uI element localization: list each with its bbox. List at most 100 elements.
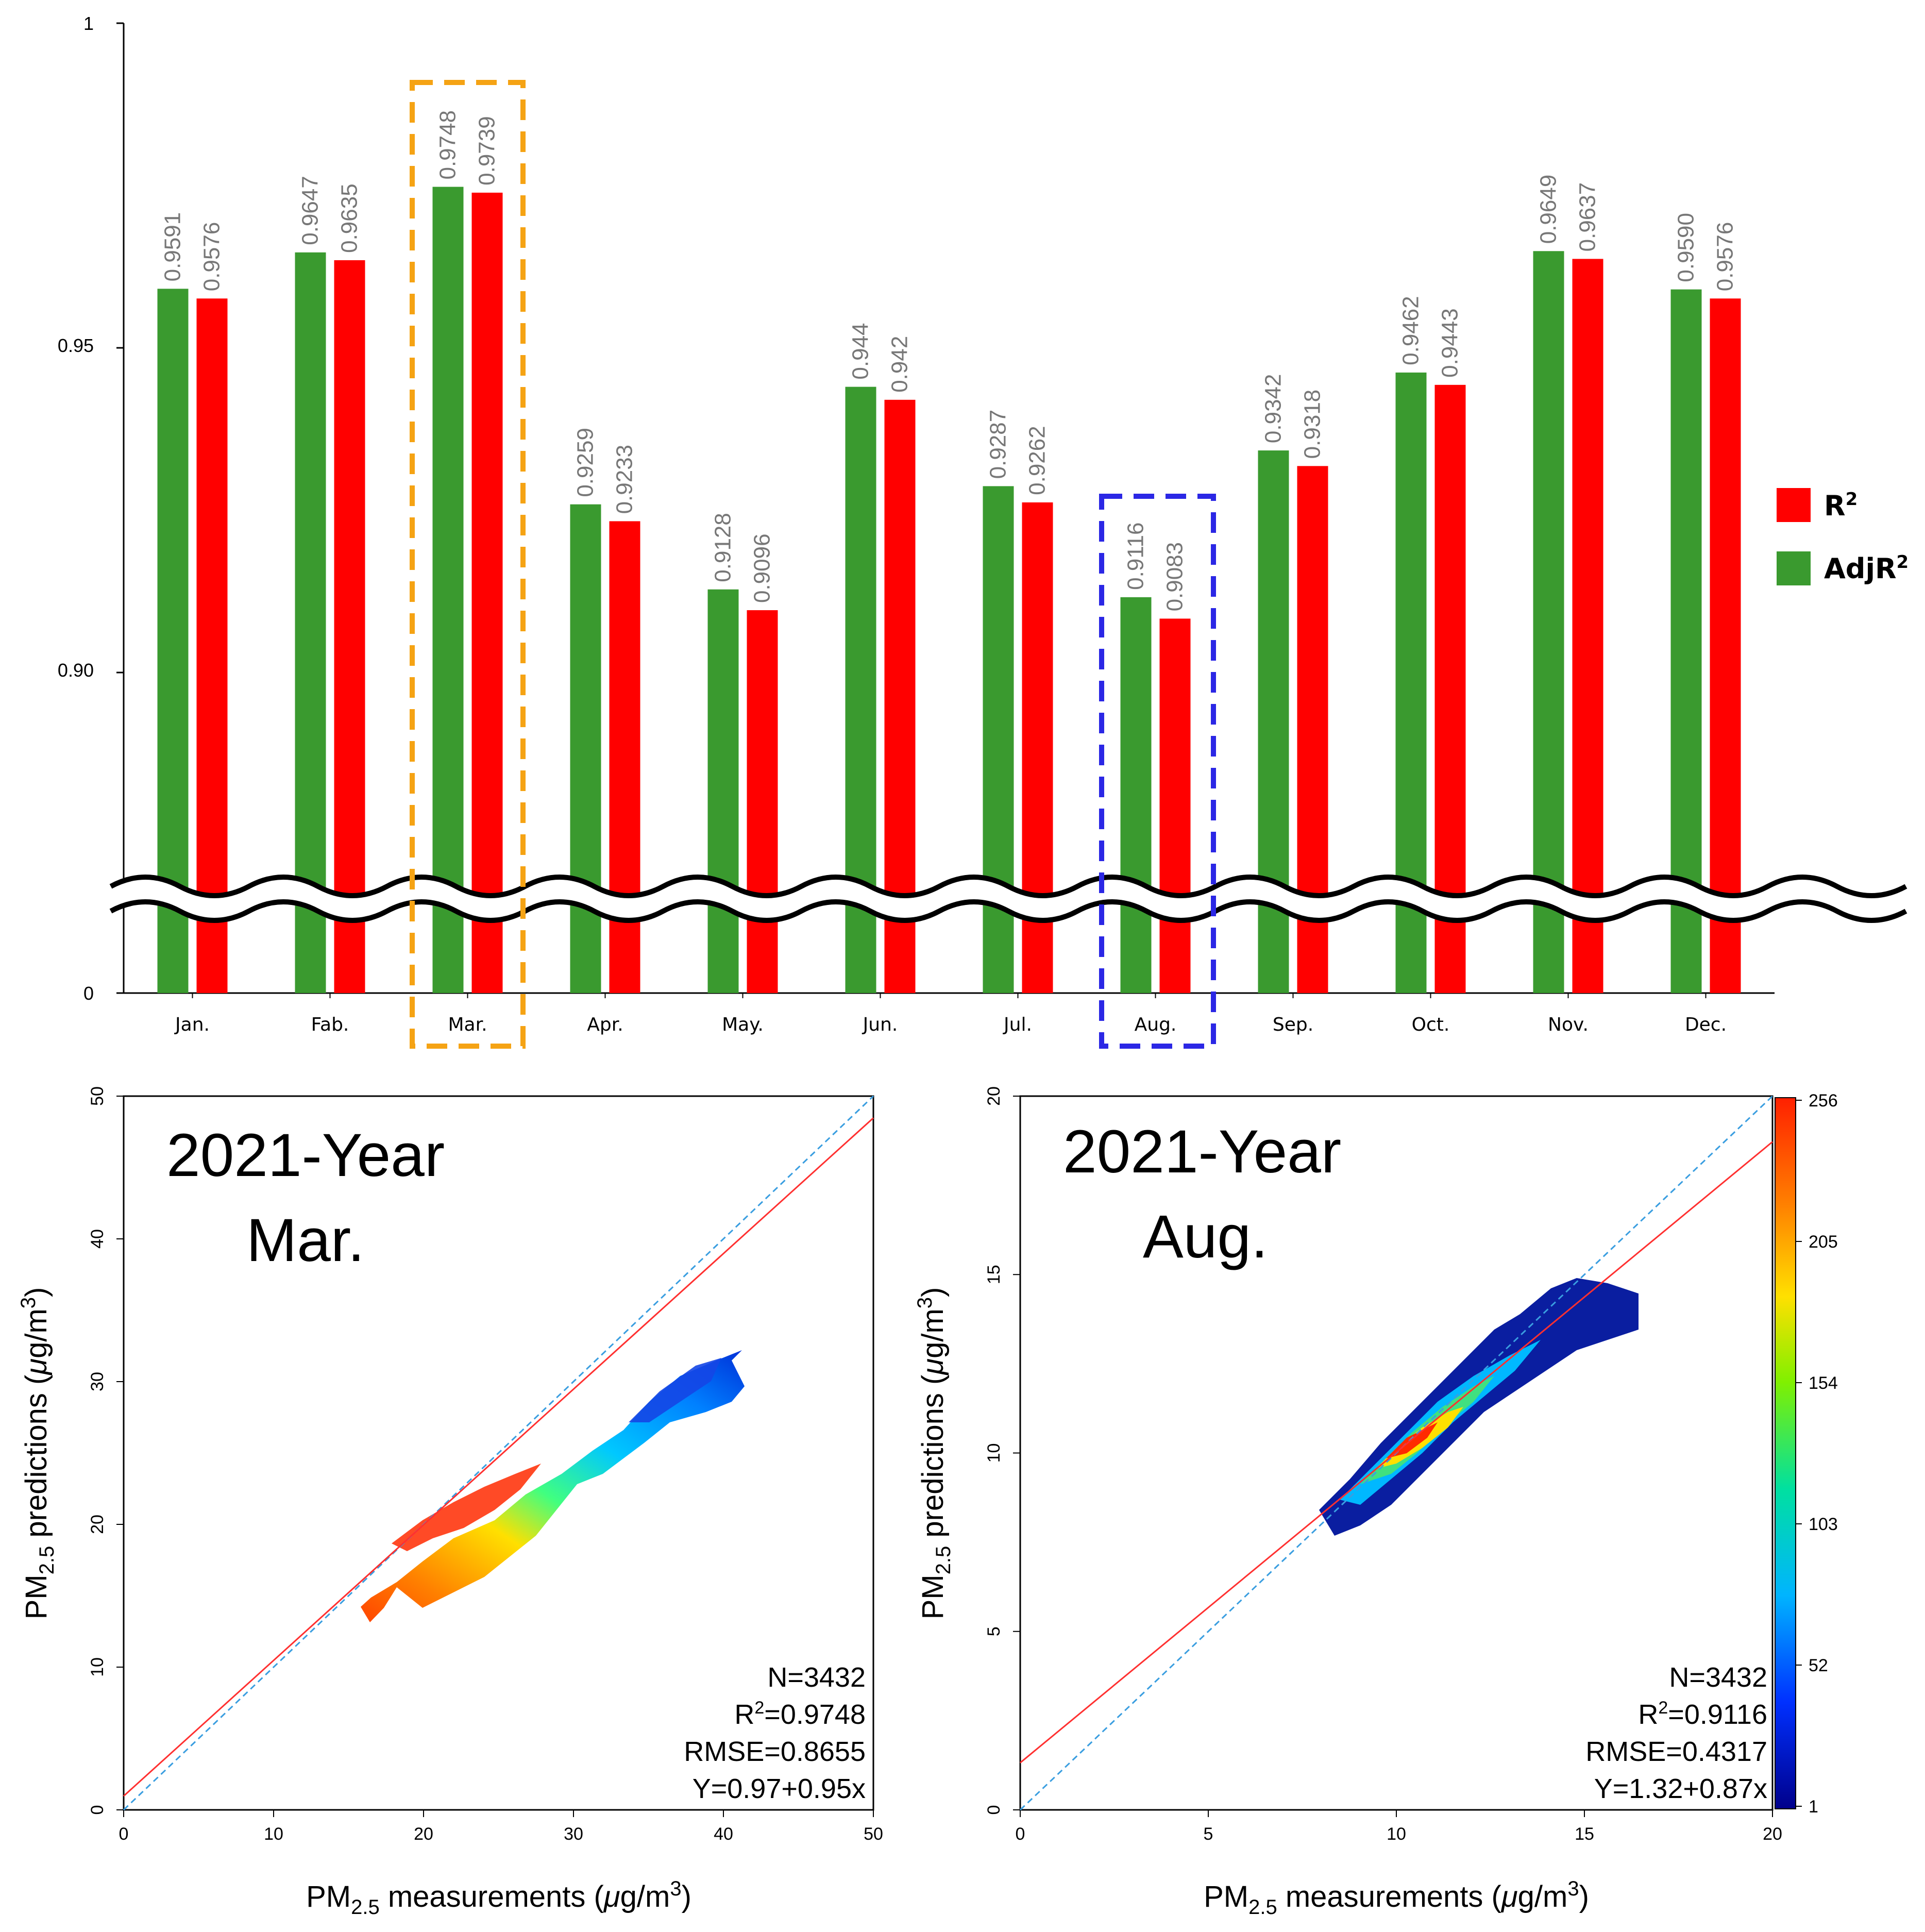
x-tick-label: Aug.: [1135, 1014, 1177, 1035]
x-tick-label: 30: [564, 1824, 583, 1844]
x-tick-label: Dec.: [1685, 1014, 1727, 1035]
x-tick-label: Jun.: [862, 1014, 898, 1035]
x-tick-label: Jan.: [174, 1014, 210, 1035]
stat-equation: Y=0.97+0.95x: [693, 1773, 866, 1804]
fit-line: [123, 1117, 874, 1797]
y-tick-label: 20: [984, 1086, 1004, 1106]
data-label: 0.944: [848, 323, 873, 379]
data-label: 0.9576: [199, 222, 225, 292]
data-label: 0.9262: [1025, 426, 1050, 495]
y-tick-label: 10: [88, 1657, 107, 1677]
x-tick-label: 10: [264, 1824, 283, 1844]
x-tick-label: 50: [864, 1824, 883, 1844]
x-axis-label: PM2.5 measurements (μg/m3): [1204, 1877, 1589, 1919]
y-tick-label: 40: [88, 1229, 107, 1249]
reference-line: [123, 1095, 874, 1811]
fit-line: [1020, 1141, 1773, 1763]
data-label: 0.9287: [986, 410, 1011, 479]
stat-r2: R2=0.9116: [1638, 1698, 1767, 1730]
y-axis-label: PM2.5 predictions (μg/m3): [17, 1287, 58, 1620]
data-label: 0.9128: [711, 513, 736, 582]
x-tick-label: 20: [1763, 1824, 1782, 1844]
x-tick-label: Jul.: [1003, 1014, 1032, 1035]
y-tick-label: 10: [984, 1443, 1004, 1463]
bar-r2-mar: [471, 192, 503, 993]
data-label: 0.9462: [1398, 296, 1424, 365]
bar-adjr2-aug: [1120, 597, 1152, 993]
y-tick-label: 1: [83, 13, 94, 34]
x-tick-label: Oct.: [1412, 1014, 1450, 1035]
bar-r2-fab: [334, 260, 365, 993]
legend-swatch-adjr2: [1777, 551, 1811, 585]
x-tick-label: 20: [414, 1824, 433, 1844]
colorbar-tick-label: 103: [1809, 1515, 1838, 1534]
bar-r2-nov: [1572, 259, 1603, 993]
x-tick-label: Apr.: [587, 1014, 623, 1035]
stat-equation: Y=1.32+0.87x: [1594, 1773, 1767, 1804]
data-label: 0.9748: [435, 110, 461, 180]
bar-r2-may: [747, 610, 778, 993]
x-tick-label: Nov.: [1548, 1014, 1589, 1035]
panel-title-line2: Aug.: [1143, 1203, 1268, 1271]
bar-chart: 1 0.95 0.90 0 Jan. Fab. Mar. Apr. May. Jun. Ju…: [58, 13, 1909, 1049]
y-tick-label: 0: [83, 983, 94, 1004]
data-label: 0.9233: [612, 445, 637, 514]
y-tick-label: 30: [88, 1372, 107, 1391]
bar-adjr2-may: [707, 589, 739, 993]
colorbar-tick-label: 256: [1809, 1091, 1838, 1111]
y-tick-label: 5: [984, 1626, 1004, 1636]
colorbar-tick-label: 154: [1809, 1373, 1838, 1393]
y-tick-label: 0.95: [58, 335, 94, 356]
stat-n: N=3432: [1669, 1662, 1767, 1693]
data-label: 0.9647: [298, 176, 323, 245]
x-tick-label: Fab.: [311, 1014, 349, 1035]
data-label: 0.9637: [1575, 182, 1600, 252]
x-tick-label: Mar.: [448, 1014, 487, 1035]
stat-n: N=3432: [767, 1662, 866, 1693]
data-label: 0.9591: [160, 212, 185, 282]
bar-r2-jan: [196, 298, 228, 993]
legend-swatch-r2: [1777, 488, 1811, 522]
bar-adjr2-fab: [295, 252, 326, 993]
colorbar-tick-label: 52: [1809, 1656, 1828, 1675]
highlight-box-mar: [410, 80, 526, 1049]
x-tick-label: 5: [1204, 1824, 1213, 1844]
colorbar-tick-label: 205: [1809, 1232, 1838, 1252]
data-label: 0.9576: [1713, 222, 1738, 292]
data-label: 0.9096: [750, 533, 775, 603]
panel-title-line1: 2021-Year: [166, 1121, 445, 1189]
panel-title-line1: 2021-Year: [1063, 1118, 1341, 1186]
x-tick-label: 10: [1387, 1824, 1406, 1844]
y-tick-label: 50: [88, 1086, 107, 1106]
data-label: 0.9259: [573, 428, 598, 497]
bar-adjr2-nov: [1533, 251, 1564, 993]
y-tick-label: 0.90: [58, 660, 94, 681]
data-label: 0.9443: [1438, 308, 1463, 378]
stat-rmse: RMSE=0.4317: [1585, 1736, 1767, 1767]
stat-r2: R2=0.9748: [734, 1698, 866, 1730]
legend-label-r2: R2: [1824, 489, 1858, 522]
data-label: 0.9318: [1300, 390, 1325, 459]
panel-title-line2: Mar.: [246, 1206, 365, 1274]
scatter-mar: 0 10 20 30 40 50 0 10 20 30 40 50 2021-Year Mar. N=…: [17, 1086, 883, 1919]
data-label: 0.9649: [1536, 175, 1561, 244]
data-label: 0.9590: [1674, 213, 1699, 282]
highlight-box-aug: [1099, 494, 1216, 1049]
x-tick-label: Sep.: [1273, 1014, 1313, 1035]
plot-frame: [123, 1095, 874, 1811]
y-tick-label: 0: [984, 1805, 1004, 1815]
legend-label-adjr2: AdjR2: [1824, 552, 1909, 585]
x-axis-label: PM2.5 measurements (μg/m3): [306, 1877, 691, 1919]
bar-adjr2-apr: [570, 504, 601, 993]
scatter-aug: 0 5 10 15 20 0 5 10 15 20 2021-Year Aug. N=3432 R…: [914, 1086, 1838, 1919]
x-tick-label: 15: [1575, 1824, 1594, 1844]
colorbar-tick-label: 1: [1809, 1797, 1818, 1817]
x-tick-label: 40: [714, 1824, 733, 1844]
y-axis-label: PM2.5 predictions (μg/m3): [914, 1287, 955, 1620]
bar-adjr2-mar: [432, 187, 464, 993]
data-label: 0.9635: [337, 183, 362, 253]
data-label: 0.942: [887, 336, 913, 393]
x-tick-label: 0: [1016, 1824, 1025, 1844]
x-tick-label: 0: [119, 1824, 129, 1844]
